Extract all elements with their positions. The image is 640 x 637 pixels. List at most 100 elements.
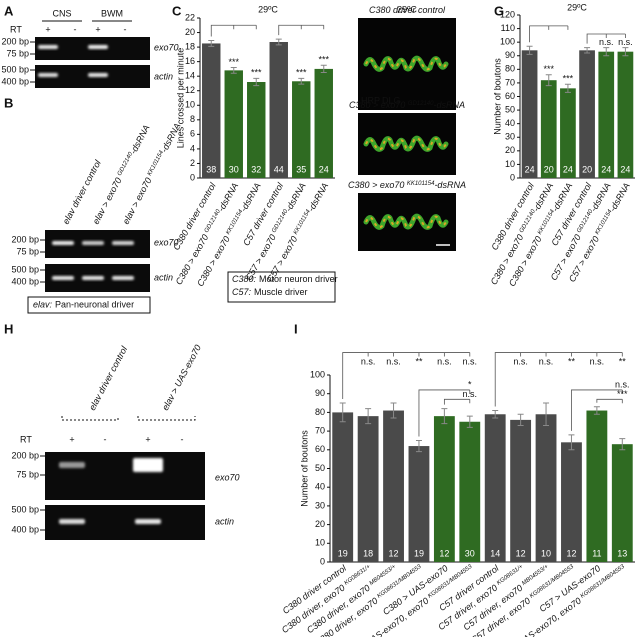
y-tick-label: 4: [190, 143, 195, 153]
error-bar: [466, 415, 473, 428]
y-tick-label: 110: [501, 23, 515, 33]
sig-label: n.s.: [618, 37, 633, 47]
bp-marker: 500 bp: [1, 64, 29, 74]
bp-marker: 400 bp: [11, 276, 39, 286]
error-bar: [230, 66, 237, 74]
n-label: 32: [251, 164, 261, 174]
n-label: 38: [206, 164, 216, 174]
sig-bracket: [278, 24, 325, 36]
image-title: C380 > exo70 GD12140-dsRNA: [349, 100, 465, 110]
y-tick-label: 40: [315, 482, 325, 492]
bar: [314, 68, 333, 178]
chart-title: 29ºC: [258, 4, 278, 14]
bp-marker: 200 bp: [1, 36, 29, 46]
error-bar: [568, 434, 575, 451]
image-title-main: C380 > exo70: [348, 180, 407, 190]
sig-label: ***: [318, 55, 329, 65]
gene-label: exo70: [215, 472, 240, 482]
gel-band: [52, 276, 74, 280]
error-bar: [339, 402, 346, 423]
bp-marker: 500 bp: [11, 504, 39, 514]
sig-bracket: [342, 352, 471, 400]
y-tick-label: 0: [510, 172, 515, 182]
sig-label: n.s.: [386, 356, 401, 366]
y-tick-label: 80: [315, 407, 325, 417]
bar: [579, 50, 595, 178]
sig-bracket: [210, 24, 257, 37]
y-tick-label: 8: [190, 114, 195, 124]
sig-bracket: [494, 352, 623, 407]
image-title-sup: GD12140: [408, 101, 434, 107]
bar: [586, 410, 608, 562]
y-tick-label: 20: [315, 519, 325, 529]
bp-marker: 200 bp: [11, 234, 39, 244]
bar: [332, 412, 354, 562]
note-name: elav:: [33, 300, 53, 310]
panel-letter: I: [294, 321, 298, 336]
bp-marker: 400 bp: [11, 524, 39, 534]
gel-band: [112, 241, 134, 245]
bar: [561, 442, 582, 562]
bar: [611, 444, 633, 562]
sig-label: ***: [251, 68, 262, 78]
x-tick-label-sup: GD12140: [203, 208, 221, 234]
error-bar: [526, 45, 533, 55]
sig-label: n.s.: [615, 380, 630, 390]
n-label: 24: [563, 164, 573, 174]
legend-entry: C380: Motor neuron driver: [232, 274, 338, 284]
error-bar: [492, 410, 499, 419]
bar: [459, 421, 481, 562]
bar: [510, 419, 532, 562]
error-bar: [208, 40, 215, 47]
x-tick-label-tail: -dsRNA: [216, 181, 240, 213]
lane-label: elav driver control: [87, 344, 130, 412]
bar: [247, 82, 266, 178]
lane-label: elav > exo70 KK101154-dsRNA: [121, 122, 183, 226]
rt-sign: -: [181, 434, 184, 444]
gel-band: [82, 241, 104, 245]
y-tick-label: 10: [315, 538, 325, 548]
error-bar: [603, 47, 610, 57]
bar: [408, 446, 430, 562]
nmj-signal-core: [365, 137, 447, 151]
note-desc: Pan-neuronal driver: [55, 300, 134, 310]
group-bracket: [137, 416, 196, 421]
tissue-label: CNS: [52, 8, 71, 18]
y-tick-label: 30: [505, 132, 515, 142]
bar: [484, 414, 506, 562]
rt-sign: +: [95, 24, 100, 34]
gel-band: [82, 276, 104, 280]
chart-title: 29ºC: [567, 2, 587, 12]
y-axis-label: Number of boutons: [492, 58, 502, 135]
sig-label: ***: [228, 57, 239, 67]
lane-label-sup: GD12140: [116, 151, 134, 177]
bp-marker: 200 bp: [11, 450, 39, 460]
image-title: C380 > exo70 KK101154-dsRNA: [348, 180, 466, 190]
legend-desc: Motor neuron driver: [259, 274, 338, 284]
lane-label: elav > exo70 GD12140-dsRNA: [91, 123, 152, 226]
temperature: 29ºC: [397, 4, 417, 14]
y-tick-label: 0: [190, 172, 195, 182]
y-tick-label: 40: [505, 118, 515, 128]
legend-name: C380:: [232, 274, 257, 284]
y-tick-label: 20: [185, 27, 195, 37]
n-label: 24: [319, 164, 329, 174]
panel-letter: A: [4, 3, 14, 18]
y-tick-label: 0: [320, 556, 325, 566]
gene-label: actin: [154, 71, 173, 81]
error-bar: [545, 74, 552, 87]
lane-label: elav > UAS-exo70: [160, 343, 203, 412]
gene-label: actin: [154, 272, 173, 282]
y-tick-label: 80: [505, 64, 515, 74]
bar: [560, 88, 576, 178]
y-axis-label: Number of boutons: [299, 430, 309, 507]
panel-letter: H: [4, 321, 13, 336]
lane-label-main: elav > exo70: [91, 174, 125, 226]
gel-band: [88, 73, 108, 77]
sig-bracket: [529, 25, 569, 43]
y-tick-label: 30: [315, 500, 325, 510]
x-tick-label-sup: KK101154: [292, 208, 311, 235]
n-label: 24: [620, 164, 630, 174]
y-tick-label: 70: [505, 77, 515, 87]
